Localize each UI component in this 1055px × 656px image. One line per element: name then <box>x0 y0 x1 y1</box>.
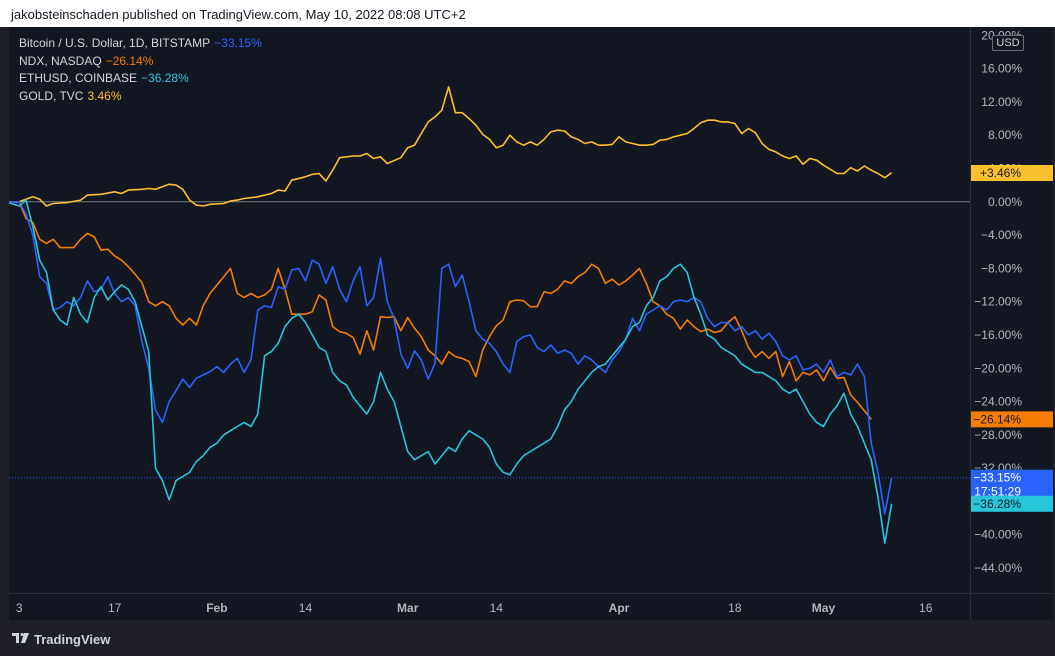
x-tick-label: 16 <box>919 601 933 615</box>
chart-canvas[interactable]: 20.00%16.00%12.00%8.00%4.00%0.00%−4.00%−… <box>9 27 1053 620</box>
x-tick-label: 14 <box>299 601 313 615</box>
currency-button[interactable]: USD <box>992 35 1024 51</box>
price-tag-label: −26.14% <box>973 412 1021 426</box>
x-tick-label: Mar <box>397 601 419 615</box>
y-tick-label: 12.00% <box>981 95 1022 109</box>
series-line <box>9 201 872 420</box>
y-tick-label: −20.00% <box>974 361 1022 375</box>
x-tick-label: 18 <box>728 601 742 615</box>
price-tag-bg <box>971 164 1053 181</box>
price-tag-bg <box>971 469 1053 500</box>
chart-pane[interactable] <box>9 27 1053 620</box>
x-tick-label: Feb <box>206 601 227 615</box>
publisher-bar: jakobsteinschaden published on TradingVi… <box>0 0 1055 27</box>
y-tick-label: −12.00% <box>974 295 1022 309</box>
y-tick-label: 0.00% <box>988 195 1022 209</box>
y-tick-label: −24.00% <box>974 395 1022 409</box>
legend: Bitcoin / U.S. Dollar, 1D, BITSTAMP −33.1… <box>19 35 262 105</box>
grid-lines <box>9 201 970 479</box>
legend-item-ndx[interactable]: NDX, NASDAQ −26.14% <box>19 53 262 71</box>
price-tags: +3.46% −26.14% −33.15%17:51:29−36.28% <box>971 164 1053 512</box>
x-tick-label: 17 <box>108 601 122 615</box>
y-tick-label: −16.00% <box>974 328 1022 342</box>
price-tag-label: +3.46% <box>980 166 1021 180</box>
legend-label: ETHUSD, COINBASE <box>19 71 138 85</box>
legend-value: −36.28% <box>141 71 189 85</box>
legend-label: Bitcoin / U.S. Dollar, 1D, BITSTAMP <box>19 36 211 50</box>
x-tick-label: Apr <box>609 601 630 615</box>
y-tick-label: −44.00% <box>974 561 1022 575</box>
published-text: jakobsteinschaden published on TradingVi… <box>11 7 466 22</box>
price-tag-label: −33.15% <box>973 471 1021 485</box>
price-tag-bg <box>971 411 1053 428</box>
y-tick-label: −40.00% <box>974 528 1022 542</box>
series-lines <box>9 86 893 544</box>
y-tick-label: −28.00% <box>974 428 1022 442</box>
series-line <box>9 86 893 207</box>
legend-value: −33.15% <box>214 36 262 50</box>
x-tick-label: May <box>812 601 836 615</box>
x-tick-label: 14 <box>490 601 504 615</box>
legend-label: NDX, NASDAQ <box>19 53 102 68</box>
y-tick-label: 8.00% <box>988 128 1022 142</box>
y-tick-label: −4.00% <box>981 228 1022 242</box>
axes: 20.00%16.00%12.00%8.00%4.00%0.00%−4.00%−… <box>9 27 1053 620</box>
legend-item-btc[interactable]: Bitcoin / U.S. Dollar, 1D, BITSTAMP −33.1… <box>19 35 262 53</box>
price-tag-bg <box>971 495 1053 512</box>
legend-item-eth[interactable]: ETHUSD, COINBASE −36.28% <box>19 70 262 88</box>
tradingview-logo-icon <box>12 633 29 643</box>
footer <box>0 620 1055 656</box>
y-tick-label: −8.00% <box>981 261 1022 275</box>
price-tag-label: −36.28% <box>973 497 1021 511</box>
legend-label: GOLD, TVC <box>19 88 84 103</box>
legend-value: −26.14% <box>105 53 154 68</box>
x-tick-label: 3 <box>16 601 23 615</box>
y-tick-label: 16.00% <box>981 62 1022 76</box>
legend-value: 3.46% <box>87 88 122 103</box>
price-tag-countdown: 17:51:29 <box>974 485 1021 499</box>
brand-name: TradingView <box>34 632 111 647</box>
series-line <box>9 201 893 515</box>
legend-item-gold[interactable]: GOLD, TVC 3.46% <box>19 88 262 106</box>
series-line <box>9 199 893 544</box>
